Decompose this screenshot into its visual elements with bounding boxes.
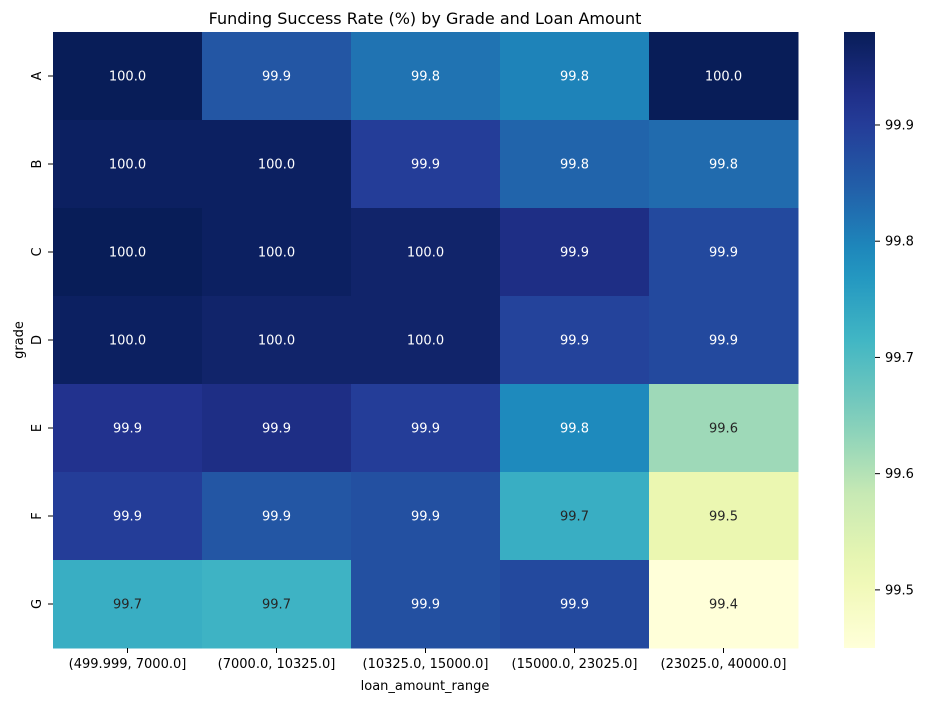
cell-value-label: 100.0 bbox=[109, 246, 146, 261]
heatmap-cell-B-5 bbox=[649, 120, 799, 209]
heatmap-cell-C-2 bbox=[202, 208, 352, 297]
y-tick-label: A bbox=[30, 71, 45, 80]
heatmap-cell-A-5 bbox=[649, 32, 799, 121]
cell-value-label: 99.9 bbox=[560, 246, 589, 261]
cell-value-label: 100.0 bbox=[109, 158, 146, 173]
cell-value-label: 99.9 bbox=[709, 246, 738, 261]
cell-value-label: 100.0 bbox=[109, 70, 146, 85]
colorbar-tick-label: 99.8 bbox=[885, 235, 914, 250]
x-tick-label: (7000.0, 10325.0] bbox=[218, 657, 336, 672]
y-tick-label: C bbox=[30, 247, 45, 256]
cell-value-label: 99.9 bbox=[113, 510, 142, 525]
cell-value-label: 99.5 bbox=[709, 510, 738, 525]
heatmap-cell-C-5 bbox=[649, 208, 799, 297]
heatmap-cell-A-2 bbox=[202, 32, 352, 121]
cell-value-label: 99.9 bbox=[709, 334, 738, 349]
heatmap-cell-D-5 bbox=[649, 296, 799, 385]
cell-value-label: 99.9 bbox=[262, 70, 291, 85]
cell-value-label: 100.0 bbox=[258, 158, 295, 173]
cell-value-label: 99.9 bbox=[560, 334, 589, 349]
heatmap-cell-E-4 bbox=[500, 384, 650, 473]
y-tick-label: B bbox=[30, 160, 45, 169]
cell-value-label: 99.4 bbox=[709, 598, 738, 613]
cell-value-label: 100.0 bbox=[407, 334, 444, 349]
cell-value-label: 99.7 bbox=[560, 510, 589, 525]
x-tick-label: (499.999, 7000.0] bbox=[69, 657, 187, 672]
cell-value-label: 99.8 bbox=[411, 70, 440, 85]
cell-value-label: 99.9 bbox=[113, 422, 142, 437]
heatmap-cell-D-1 bbox=[53, 296, 203, 385]
heatmap-cell-B-2 bbox=[202, 120, 352, 209]
colorbar-ticks: 99.5 99.6 99.7 99.8 99.9 bbox=[875, 118, 914, 598]
cell-value-label: 99.9 bbox=[262, 510, 291, 525]
heatmap-cell-D-3 bbox=[351, 296, 501, 385]
cell-value-label: 100.0 bbox=[258, 246, 295, 261]
y-axis-label: grade bbox=[12, 321, 27, 359]
cell-value-label: 99.9 bbox=[411, 598, 440, 613]
heatmap-cell-E-5 bbox=[649, 384, 799, 473]
heatmap-cell-C-3 bbox=[351, 208, 501, 297]
y-tick-label: E bbox=[30, 424, 45, 432]
cell-value-label: 100.0 bbox=[109, 334, 146, 349]
heatmap-cell-G-4 bbox=[500, 560, 650, 649]
cell-value-label: 99.8 bbox=[560, 70, 589, 85]
heatmap-cell-B-3 bbox=[351, 120, 501, 209]
heatmap-cell-G-5 bbox=[649, 560, 799, 649]
cell-value-label: 99.7 bbox=[113, 598, 142, 613]
heatmap-cell-A-1 bbox=[53, 32, 203, 121]
heatmap-cell-C-1 bbox=[53, 208, 203, 297]
heatmap-cell-B-4 bbox=[500, 120, 650, 209]
heatmap-cell-E-2 bbox=[202, 384, 352, 473]
heatmap-cell-F-5 bbox=[649, 472, 799, 561]
x-tick-label: (15000.0, 23025.0] bbox=[512, 657, 638, 672]
y-tick-label: D bbox=[30, 335, 45, 345]
cell-value-label: 99.8 bbox=[709, 158, 738, 173]
heatmap-cell-F-3 bbox=[351, 472, 501, 561]
heatmap-cell-E-1 bbox=[53, 384, 203, 473]
heatmap-cell-C-4 bbox=[500, 208, 650, 297]
colorbar-tick-label: 99.6 bbox=[885, 467, 914, 482]
cell-value-label: 99.8 bbox=[560, 422, 589, 437]
heatmap-cell-F-4 bbox=[500, 472, 650, 561]
x-axis-ticks: (499.999, 7000.0] (7000.0, 10325.0] (10325… bbox=[69, 648, 787, 672]
heatmap-cell-A-4 bbox=[500, 32, 650, 121]
cell-value-label: 100.0 bbox=[705, 70, 742, 85]
heatmap-cell-D-4 bbox=[500, 296, 650, 385]
heatmap-cell-G-3 bbox=[351, 560, 501, 649]
y-axis-ticks: A B C D E F G bbox=[30, 71, 53, 609]
cell-value-label: 99.9 bbox=[560, 598, 589, 613]
colorbar-tick-label: 99.5 bbox=[885, 583, 914, 598]
heatmap-cell-A-3 bbox=[351, 32, 501, 121]
x-tick-label: (23025.0, 40000.0] bbox=[661, 657, 787, 672]
cell-value-label: 99.9 bbox=[411, 158, 440, 173]
y-tick-label: G bbox=[30, 599, 45, 609]
heatmap-cells bbox=[53, 32, 799, 649]
x-axis-label: loan_amount_range bbox=[361, 679, 490, 694]
heatmap-cell-G-1 bbox=[53, 560, 203, 649]
cell-value-label: 99.8 bbox=[560, 158, 589, 173]
x-tick-label: (10325.0, 15000.0] bbox=[363, 657, 489, 672]
cell-value-label: 99.9 bbox=[262, 422, 291, 437]
colorbar bbox=[844, 32, 875, 648]
heatmap-cell-B-1 bbox=[53, 120, 203, 209]
colorbar-tick-label: 99.9 bbox=[885, 118, 914, 133]
cell-value-label: 99.9 bbox=[411, 510, 440, 525]
heatmap-cell-F-2 bbox=[202, 472, 352, 561]
heatmap-cell-D-2 bbox=[202, 296, 352, 385]
colorbar-tick-label: 99.7 bbox=[885, 351, 914, 366]
y-tick-label: F bbox=[30, 512, 45, 519]
heatmap-cell-F-1 bbox=[53, 472, 203, 561]
heatmap-cell-E-3 bbox=[351, 384, 501, 473]
cell-value-labels: 100.0 99.9 99.8 99.8 100.0 100.0 100.0 99.9 99.8… bbox=[109, 70, 742, 613]
heatmap-cell-G-2 bbox=[202, 560, 352, 649]
cell-value-label: 100.0 bbox=[258, 334, 295, 349]
cell-value-label: 99.7 bbox=[262, 598, 291, 613]
cell-value-label: 100.0 bbox=[407, 246, 444, 261]
cell-value-label: 99.9 bbox=[411, 422, 440, 437]
cell-value-label: 99.6 bbox=[709, 422, 738, 437]
chart-title: Funding Success Rate (%) by Grade and Lo… bbox=[209, 9, 642, 28]
